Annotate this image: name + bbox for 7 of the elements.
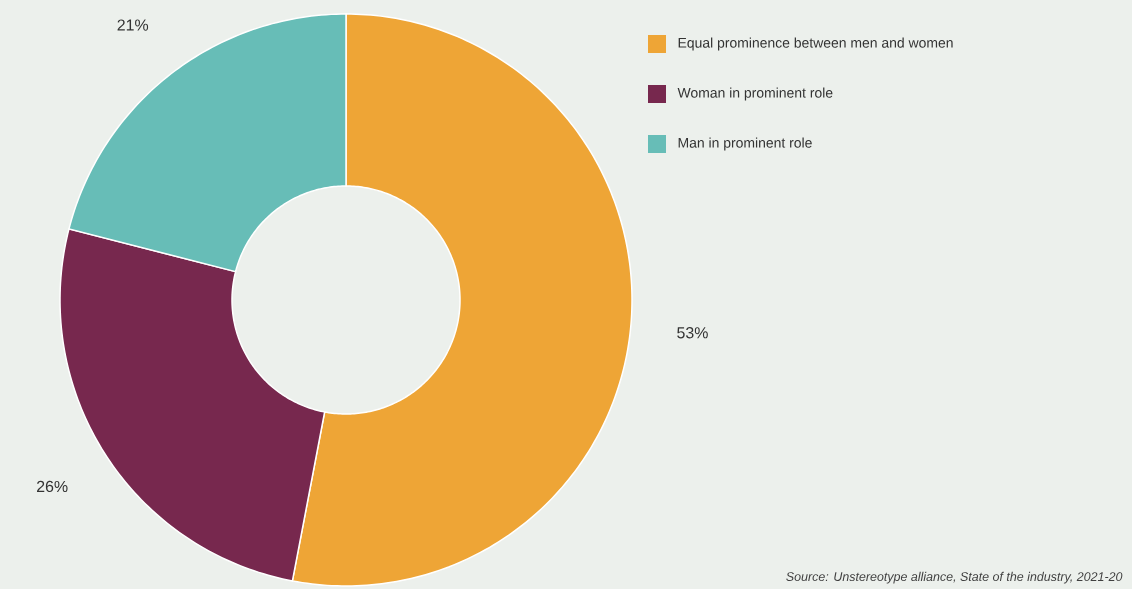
data-label: 21%	[117, 19, 149, 31]
source-note: Source: Unstereotype alliance, State of the industry, 2021-20	[786, 571, 1123, 584]
data-label: 53%	[677, 327, 708, 339]
legend-label: Woman in prominent role	[677, 87, 833, 101]
legend-label: Man in prominent role	[678, 137, 812, 151]
legend-label: Equal prominence between men and women	[678, 37, 953, 51]
data-label: 26%	[37, 480, 68, 493]
